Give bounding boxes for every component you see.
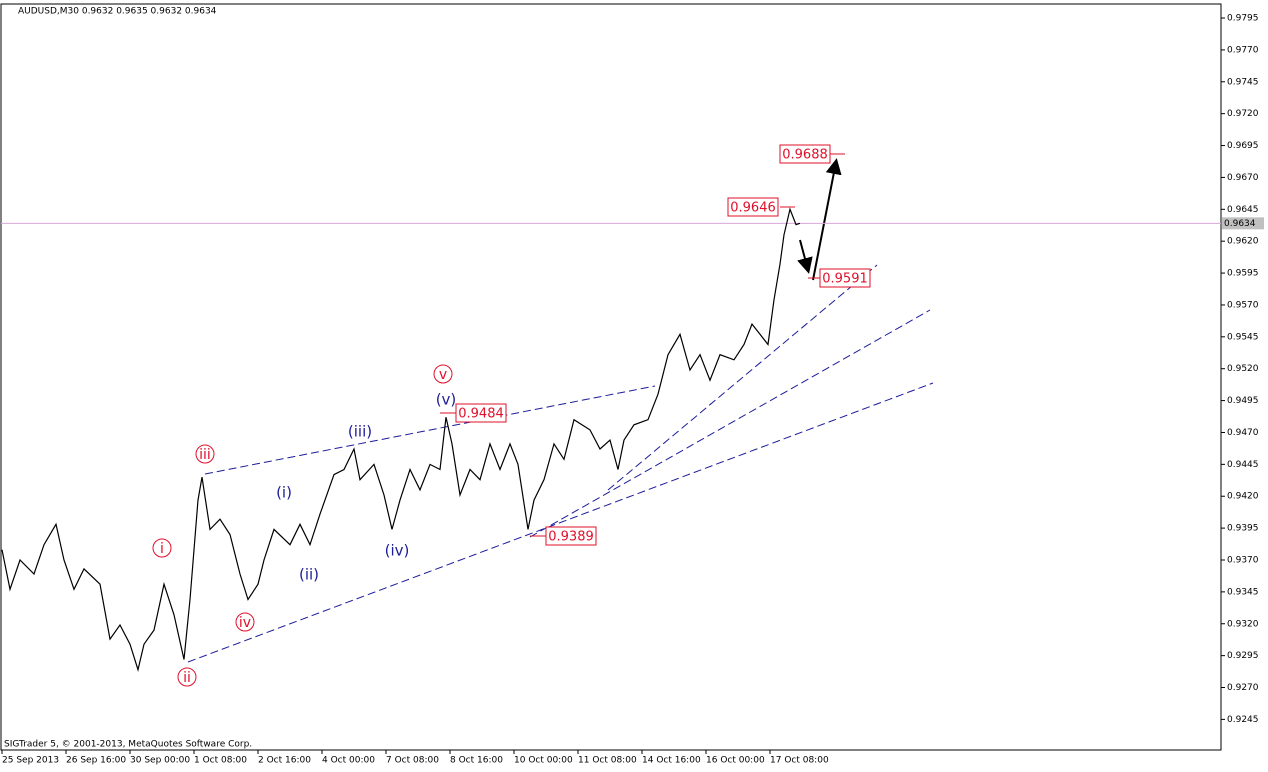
x-tick-label: 4 Oct 00:00 — [322, 756, 375, 766]
x-tick-label: 7 Oct 08:00 — [386, 756, 439, 766]
current-price-label: 0.9634 — [1224, 219, 1256, 229]
wave-circle — [195, 444, 215, 464]
wave-label: iv — [239, 615, 251, 631]
y-tick-label: 0.9420 — [1227, 492, 1259, 502]
wave-circle — [235, 612, 255, 632]
price-label: 0.9688 — [782, 148, 828, 163]
chart-title: AUDUSD,M30 0.9632 0.9635 0.9632 0.9634 — [18, 7, 217, 17]
y-tick-label: 0.9770 — [1227, 45, 1259, 55]
y-tick-label: 0.9295 — [1227, 651, 1259, 661]
y-tick-label: 0.9245 — [1227, 715, 1259, 725]
price-label: 0.9389 — [548, 530, 594, 545]
x-tick-label: 25 Sep 2013 — [2, 756, 59, 766]
trend-line — [204, 385, 656, 475]
x-tick-label: 16 Oct 00:00 — [706, 756, 765, 766]
arrow — [797, 239, 813, 274]
y-tick-label: 0.9595 — [1227, 269, 1259, 279]
y-tick-label: 0.9645 — [1227, 205, 1259, 215]
footer: SIGTrader 5, © 2001-2013, MetaQuotes Sof… — [4, 740, 252, 750]
y-tick-label: 0.9570 — [1227, 300, 1259, 310]
x-tick-label: 17 Oct 08:00 — [770, 756, 829, 766]
x-tick-label: 8 Oct 16:00 — [450, 756, 503, 766]
y-tick-label: 0.9495 — [1227, 396, 1259, 406]
wave-circle — [152, 538, 172, 558]
x-tick-label: 26 Sep 16:00 — [66, 756, 126, 766]
y-tick-label: 0.9720 — [1227, 109, 1259, 119]
price-label: 0.9591 — [822, 272, 868, 287]
y-tick-label: 0.9520 — [1227, 364, 1259, 374]
y-tick-label: 0.9470 — [1227, 428, 1259, 438]
plot-frame — [0, 3, 1222, 751]
y-tick-label: 0.9320 — [1227, 619, 1259, 629]
y-tick-label: 0.9745 — [1227, 77, 1259, 87]
x-tick-label: 2 Oct 16:00 — [258, 756, 311, 766]
wave-circle — [433, 364, 453, 384]
x-tick-label: 30 Sep 00:00 — [130, 756, 190, 766]
wave-label: (ii) — [299, 566, 319, 584]
wave-label: iii — [199, 447, 211, 463]
wave-label: ii — [183, 670, 191, 686]
y-tick-label: 0.9270 — [1227, 683, 1259, 693]
x-tick-label: 1 Oct 08:00 — [194, 756, 247, 766]
y-tick-label: 0.9545 — [1227, 332, 1259, 342]
trend-line — [187, 382, 934, 663]
wave-label: (i) — [276, 484, 292, 502]
wave-label: v — [439, 367, 447, 383]
wave-label: i — [160, 541, 164, 557]
y-tick-label: 0.9795 — [1227, 14, 1259, 24]
price-box — [455, 403, 507, 423]
y-tick-label: 0.9395 — [1227, 524, 1259, 534]
current-price-box — [1222, 217, 1264, 230]
price-box — [779, 144, 831, 164]
wave-label: (iii) — [348, 423, 372, 441]
price-label: 0.9484 — [458, 407, 504, 422]
y-tick-label: 0.9695 — [1227, 141, 1259, 151]
x-tick-label: 10 Oct 00:00 — [514, 756, 573, 766]
y-tick-label: 0.9370 — [1227, 555, 1259, 565]
price-line — [1, 207, 801, 672]
x-tick-label: 14 Oct 16:00 — [642, 756, 701, 766]
price-label: 0.9646 — [730, 201, 776, 216]
price-box — [727, 197, 779, 217]
y-tick-label: 0.9620 — [1227, 237, 1259, 247]
y-tick-label: 0.9445 — [1227, 460, 1259, 470]
trend-line — [607, 264, 878, 491]
wave-label: (v) — [436, 391, 457, 409]
y-tick-label: 0.9670 — [1227, 173, 1259, 183]
y-tick-label: 0.9345 — [1227, 587, 1259, 597]
x-tick-label: 11 Oct 08:00 — [578, 756, 637, 766]
wave-circle — [177, 667, 197, 687]
price-box — [819, 268, 871, 288]
arrow — [812, 158, 842, 281]
price-box — [545, 526, 597, 546]
wave-label: (iv) — [385, 542, 410, 560]
trend-line — [529, 309, 931, 538]
